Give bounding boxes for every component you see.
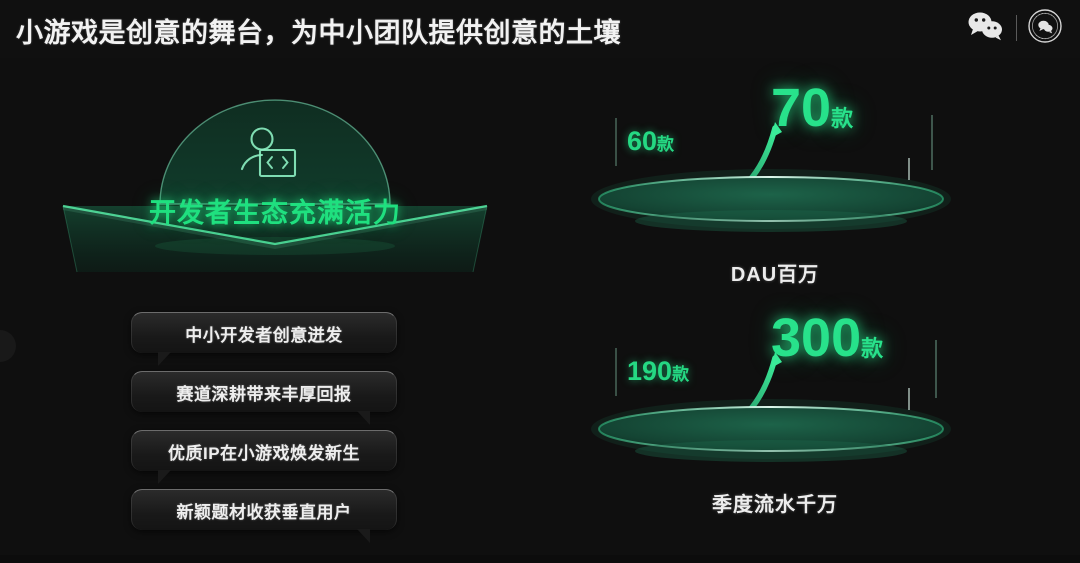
brand-logos	[967, 8, 1062, 48]
stat-end-value: 300款	[771, 308, 884, 368]
stat-caption: DAU百万	[730, 264, 820, 286]
conference-seal-icon	[1028, 8, 1062, 48]
growth-stats-panel: 60款 70款 DAU百万	[575, 70, 1035, 560]
prev-slide-arrow[interactable]	[0, 330, 16, 362]
bubble-tail-icon	[158, 352, 171, 366]
bubble-label: 中小开发者创意迸发	[185, 325, 343, 345]
page-title: 小游戏是创意的舞台，为中小团队提供创意的土壤	[16, 18, 621, 48]
stat-podium-graphic	[575, 300, 975, 485]
bubble-label: 赛道深耕带来丰厚回报	[176, 384, 352, 404]
bubble-tail-icon	[357, 411, 370, 425]
developer-ecosystem-panel: 开发者生态充满活力 中小开发者创意迸发 赛道深耕带来丰厚回报 优质IP在小游戏焕…	[55, 68, 495, 563]
wechat-logo-icon	[967, 11, 1005, 46]
list-item[interactable]: 中小开发者创意迸发	[131, 312, 397, 366]
stat-block-dau: 60款 70款 DAU百万	[575, 70, 1035, 300]
list-item[interactable]: 赛道深耕带来丰厚回报	[131, 371, 397, 425]
stat-start-value: 190款	[627, 356, 690, 386]
insight-bubble-list: 中小开发者创意迸发 赛道深耕带来丰厚回报 优质IP在小游戏焕发新生 新颖题材收获…	[131, 312, 411, 548]
stat-start-value: 60款	[627, 126, 675, 156]
footer-strip	[0, 555, 1080, 563]
stat-caption: 季度流水千万	[712, 494, 838, 516]
ecosystem-podium-graphic	[55, 86, 495, 286]
bubble-tail-icon	[158, 470, 171, 484]
bubble-tail-icon	[357, 529, 370, 543]
brand-divider	[1016, 15, 1017, 41]
bubble-label: 优质IP在小游戏焕发新生	[167, 443, 361, 463]
developer-person-code-icon	[240, 127, 297, 178]
list-item[interactable]: 优质IP在小游戏焕发新生	[131, 430, 397, 484]
stat-block-revenue: 190款 300款 季度流水千万	[575, 300, 1035, 530]
slide-body: 开发者生态充满活力 中小开发者创意迸发 赛道深耕带来丰厚回报 优质IP在小游戏焕…	[0, 58, 1080, 563]
stat-end-value: 70款	[771, 78, 854, 138]
slide-header: 小游戏是创意的舞台，为中小团队提供创意的土壤	[0, 0, 1080, 58]
stat-podium-graphic	[575, 70, 975, 255]
list-item[interactable]: 新颖题材收获垂直用户	[131, 489, 397, 543]
ecosystem-headline: 开发者生态充满活力	[149, 198, 401, 228]
bubble-label: 新颖题材收获垂直用户	[176, 502, 352, 522]
